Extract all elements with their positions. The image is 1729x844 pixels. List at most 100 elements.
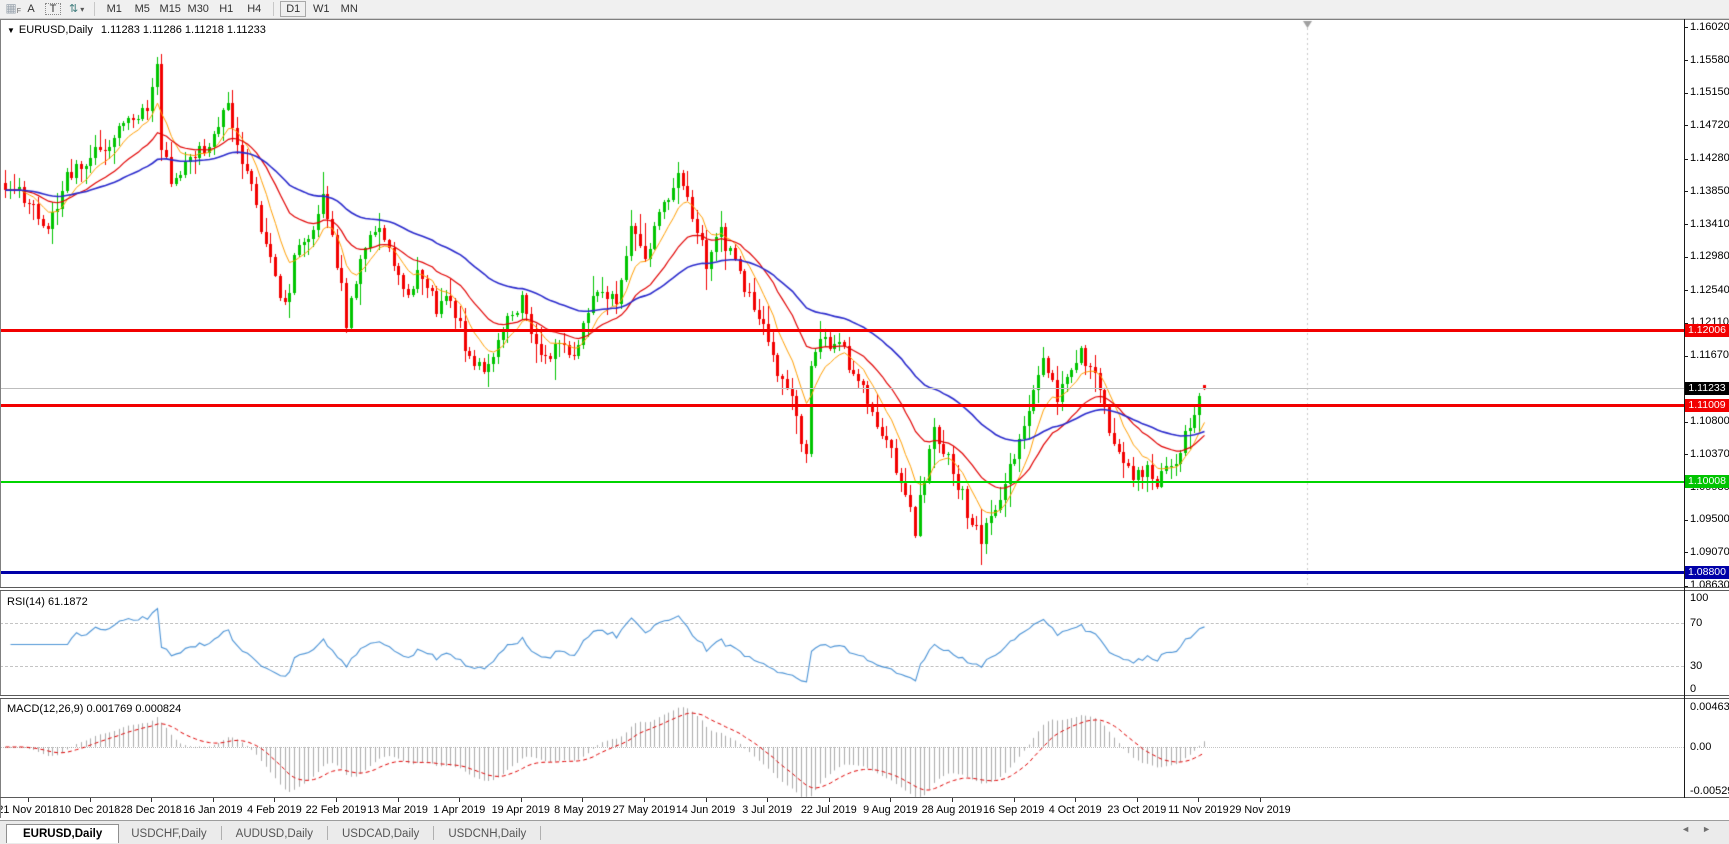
date-tick xyxy=(520,798,522,802)
date-tick xyxy=(89,798,91,802)
chart-expand-icon[interactable]: ▼ xyxy=(7,26,15,35)
date-tick xyxy=(1075,798,1077,802)
price-axis-label: 1.15580 xyxy=(1690,53,1729,66)
date-label: 22 Jul 2019 xyxy=(800,804,857,816)
price-axis-tick xyxy=(1684,224,1688,226)
date-tick xyxy=(1136,798,1138,802)
macd-axis-label: 0.00 xyxy=(1690,741,1712,753)
rsi-axis-label: 70 xyxy=(1690,617,1703,629)
price-axis-label: 1.14720 xyxy=(1690,118,1729,131)
macd-axis-label: -0.005299 xyxy=(1690,785,1729,797)
rsi-axis-label: 0 xyxy=(1690,683,1697,695)
price-axis-tick xyxy=(1684,60,1688,62)
price-axis-tick xyxy=(1684,322,1688,324)
date-label: 10 Dec 2018 xyxy=(58,804,121,816)
date-tick xyxy=(582,798,584,802)
price-tag-support-2: 1.10008 xyxy=(1685,475,1729,489)
price-axis-label: 1.13410 xyxy=(1690,217,1729,230)
date-label: 13 Mar 2019 xyxy=(367,804,428,816)
date-label: 28 Dec 2018 xyxy=(120,804,182,816)
price-axis-tick xyxy=(1684,27,1688,29)
price-tag-bid: 1.11233 xyxy=(1685,382,1729,396)
date-label: 9 Aug 2019 xyxy=(863,804,918,816)
price-axis-label: 1.14280 xyxy=(1690,152,1729,165)
date-tick xyxy=(212,798,214,802)
price-axis-label: 1.16020 xyxy=(1690,20,1729,33)
date-tick xyxy=(828,798,830,802)
price-axis-tick xyxy=(1684,552,1688,554)
date-label: 16 Sep 2019 xyxy=(982,804,1045,816)
tab-scroll-arrows: ◄► xyxy=(1681,824,1723,834)
hline-support-111009[interactable] xyxy=(0,404,1684,408)
date-tick xyxy=(1013,798,1015,802)
date-label: 23 Oct 2019 xyxy=(1107,804,1167,816)
price-axis-tick xyxy=(1684,125,1688,127)
chart-symbol-label: EURUSD,Daily xyxy=(18,24,93,36)
macd-axis-label: 0.00463 xyxy=(1690,701,1729,713)
price-axis-label: 1.12540 xyxy=(1690,283,1729,296)
date-tick xyxy=(952,798,953,802)
date-tick xyxy=(28,798,29,802)
date-tick xyxy=(459,798,461,802)
date-tick xyxy=(767,798,769,802)
date-tick xyxy=(397,798,399,802)
price-axis-tick xyxy=(1684,256,1688,258)
price-axis-tick xyxy=(1684,519,1688,521)
date-tick xyxy=(1260,798,1261,802)
date-tick xyxy=(890,798,892,802)
date-tick xyxy=(274,798,276,802)
date-label: 4 Feb 2019 xyxy=(247,804,302,816)
price-axis-tick xyxy=(1684,355,1688,357)
hline-bid-price[interactable] xyxy=(0,388,1684,390)
hline-support-110008[interactable] xyxy=(0,480,1684,483)
date-label: 22 Feb 2019 xyxy=(305,804,367,816)
hline-support-108800[interactable] xyxy=(0,571,1684,575)
date-axis: 21 Nov 2018 10 Dec 2018 28 Dec 2018 16 Jan … xyxy=(0,798,1729,820)
macd-label: MACD(12,26,9) 0.001769 0.000824 xyxy=(7,703,182,715)
price-axis-label: 1.10800 xyxy=(1690,415,1729,428)
price-axis-label: 1.09500 xyxy=(1690,513,1729,526)
rsi-label: RSI(14) 61.1872 xyxy=(7,596,88,608)
price-axis-tick xyxy=(1684,92,1688,94)
chart-ohlc-values: 1.11283 1.11286 1.11218 1.11233 xyxy=(100,24,266,36)
chart-top-border xyxy=(0,19,1729,20)
date-label: 11 Nov 2019 xyxy=(1168,804,1229,816)
price-axis-tick xyxy=(1684,191,1688,193)
price-axis-tick xyxy=(1684,454,1688,456)
price-tag-support-1: 1.11009 xyxy=(1685,399,1729,413)
price-axis-tick xyxy=(1684,585,1688,587)
date-label: 1 Apr 2019 xyxy=(433,804,486,816)
price-axis-tick xyxy=(1684,290,1688,292)
date-label: 29 Nov 2019 xyxy=(1229,804,1291,816)
date-label: 19 Apr 2019 xyxy=(491,804,550,816)
price-axis-tick xyxy=(1684,158,1688,160)
date-tick xyxy=(336,798,337,802)
date-tick xyxy=(705,798,707,802)
price-axis-label: 1.13850 xyxy=(1690,184,1729,197)
date-label: 3 Jul 2019 xyxy=(742,804,793,816)
main-rsi-separator[interactable] xyxy=(0,587,1729,591)
macd-bottom-border xyxy=(0,797,1729,798)
date-label: 4 Oct 2019 xyxy=(1048,804,1102,816)
price-tag-resistance: 1.12006 xyxy=(1685,324,1729,337)
chart-left-border xyxy=(0,19,1,818)
date-label: 14 Jun 2019 xyxy=(675,804,736,816)
price-axis-label: 1.15150 xyxy=(1690,86,1729,99)
date-tick xyxy=(1198,798,1200,802)
price-axis-label: 1.12980 xyxy=(1690,250,1729,263)
date-tick xyxy=(644,798,645,802)
price-axis-tick xyxy=(1684,421,1688,423)
rsi-macd-separator[interactable] xyxy=(0,695,1729,699)
date-label: 8 May 2019 xyxy=(554,804,611,816)
price-axis-border xyxy=(1684,19,1685,798)
chart-title: ▼ EURUSD,Daily 1.11283 1.11286 1.11218 1.1… xyxy=(7,24,266,36)
tab-scroll-left-icon[interactable]: ◄ xyxy=(1681,824,1703,834)
rsi-axis-label: 30 xyxy=(1690,660,1703,672)
price-axis-label: 1.11670 xyxy=(1690,349,1729,362)
rsi-axis-label: 100 xyxy=(1690,592,1709,604)
tab-scroll-right-icon[interactable]: ► xyxy=(1702,824,1723,834)
date-tick xyxy=(151,798,153,802)
hline-resistance-112006[interactable] xyxy=(0,329,1684,332)
